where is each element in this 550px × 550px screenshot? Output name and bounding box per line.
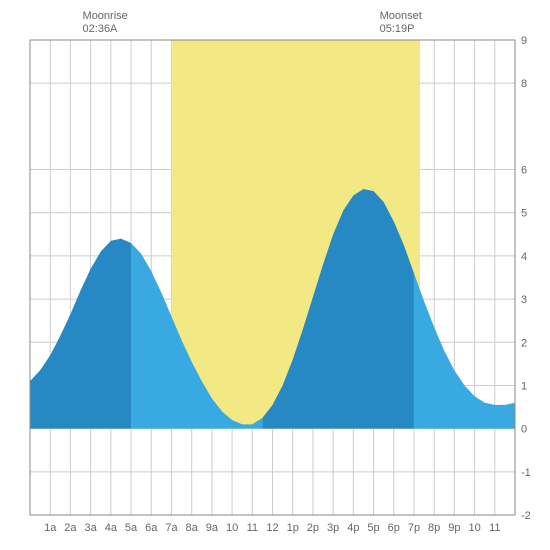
y-tick-label: 2	[521, 337, 527, 349]
x-axis-labels: 1a 2a 3a 4a 5a 6a 7a 8a 9a 10 11 12 1p 2p 3p 4p 5p 6p 7p 8p…	[44, 522, 500, 534]
x-tick-label: 10	[226, 522, 238, 534]
tide-segment	[30, 239, 131, 429]
x-tick-label: 6p	[388, 522, 400, 534]
moonset-title: Moonset	[380, 10, 422, 23]
x-tick-label: 5p	[367, 522, 379, 534]
x-tick-label: 1a	[44, 522, 57, 534]
x-tick-label: 6a	[145, 522, 158, 534]
y-axis-labels: -2-1012345689	[521, 35, 531, 522]
moonrise-title: Moonrise	[83, 10, 128, 23]
x-tick-label: 2p	[307, 522, 319, 534]
x-tick-label: 4p	[347, 522, 359, 534]
moonset-annotation: Moonset 05:19P	[380, 10, 422, 36]
x-tick-label: 11	[247, 522, 258, 534]
x-tick-label: 2a	[64, 522, 77, 534]
y-tick-label: 5	[521, 208, 527, 220]
x-tick-label: 7a	[165, 522, 178, 534]
y-tick-label: 4	[521, 251, 527, 263]
x-tick-label: 7p	[408, 522, 420, 534]
x-tick-label: 3a	[85, 522, 98, 534]
x-tick-label: 8a	[186, 522, 199, 534]
tide-chart: Moonrise 02:36A Moonset 05:19P 1a 2a 3a 4a 5…	[10, 10, 540, 540]
y-tick-label: 0	[521, 424, 527, 436]
moonset-time: 05:19P	[380, 23, 422, 36]
x-tick-label: 11	[489, 522, 500, 534]
y-tick-label: 3	[521, 294, 527, 306]
x-tick-label: 3p	[327, 522, 339, 534]
annotations-top: Moonrise 02:36A Moonset 05:19P	[10, 10, 540, 40]
x-tick-label: 8p	[428, 522, 440, 534]
x-tick-label: 4a	[105, 522, 118, 534]
x-tick-label: 5a	[125, 522, 138, 534]
y-tick-label: -1	[521, 467, 531, 479]
x-tick-label: 9p	[448, 522, 460, 534]
moonrise-annotation: Moonrise 02:36A	[83, 10, 128, 36]
x-tick-label: 12	[266, 522, 278, 534]
x-tick-label: 1p	[287, 522, 299, 534]
moonrise-time: 02:36A	[83, 23, 128, 36]
y-tick-label: 1	[521, 380, 527, 392]
y-tick-label: 6	[521, 165, 527, 177]
y-tick-label: -2	[521, 510, 531, 522]
y-tick-label: 8	[521, 78, 527, 90]
chart-svg: 1a2a3a4a5a6a7a8a9a1011121p2p3p4p5p6p7p8p…	[10, 10, 540, 540]
x-tick-label: 10	[468, 522, 480, 534]
x-tick-label: 9a	[206, 522, 219, 534]
tide-segment	[414, 273, 515, 428]
